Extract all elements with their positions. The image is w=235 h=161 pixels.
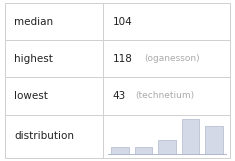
Bar bbox=[158, 140, 176, 154]
Text: (technetium): (technetium) bbox=[135, 91, 195, 100]
Text: (oganesson): (oganesson) bbox=[144, 54, 200, 63]
Bar bbox=[181, 118, 199, 154]
Text: median: median bbox=[14, 17, 53, 27]
Text: lowest: lowest bbox=[14, 91, 48, 101]
Text: 43: 43 bbox=[113, 91, 126, 101]
Text: 118: 118 bbox=[113, 54, 133, 64]
Text: distribution: distribution bbox=[14, 131, 74, 141]
Text: highest: highest bbox=[14, 54, 53, 64]
Bar bbox=[134, 147, 152, 154]
Bar bbox=[205, 126, 223, 154]
Bar bbox=[111, 147, 129, 154]
Text: 104: 104 bbox=[113, 17, 133, 27]
